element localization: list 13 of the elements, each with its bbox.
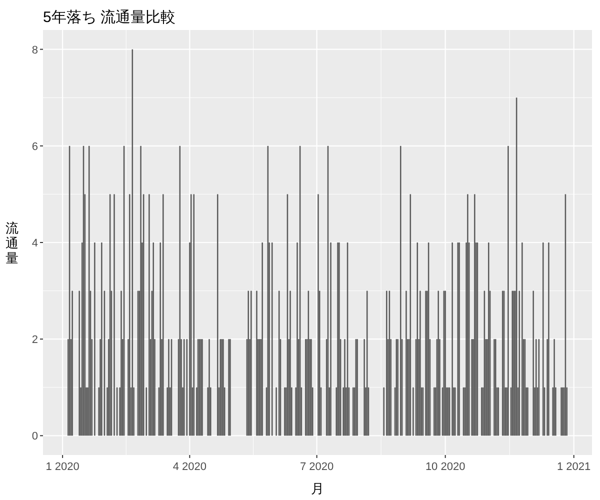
y-tick-label: 6 xyxy=(32,140,38,153)
y-axis-title: 流通量 xyxy=(6,220,18,266)
y-tick-label: 0 xyxy=(32,430,38,443)
x-axis-title: 月 xyxy=(311,481,324,496)
y-tick-label: 2 xyxy=(32,334,38,346)
y-tick-label: 8 xyxy=(32,44,38,56)
x-tick-label: 10 2020 xyxy=(425,461,466,473)
chart-title: 5年落ち 流通量比較 xyxy=(43,9,176,26)
x-tick-label: 1 2020 xyxy=(46,461,80,473)
y-tick-label: 4 xyxy=(32,238,38,250)
x-tick-label: 7 2020 xyxy=(300,461,334,473)
x-tick-label: 1 2021 xyxy=(557,461,591,473)
x-tick-label: 4 2020 xyxy=(172,461,207,473)
